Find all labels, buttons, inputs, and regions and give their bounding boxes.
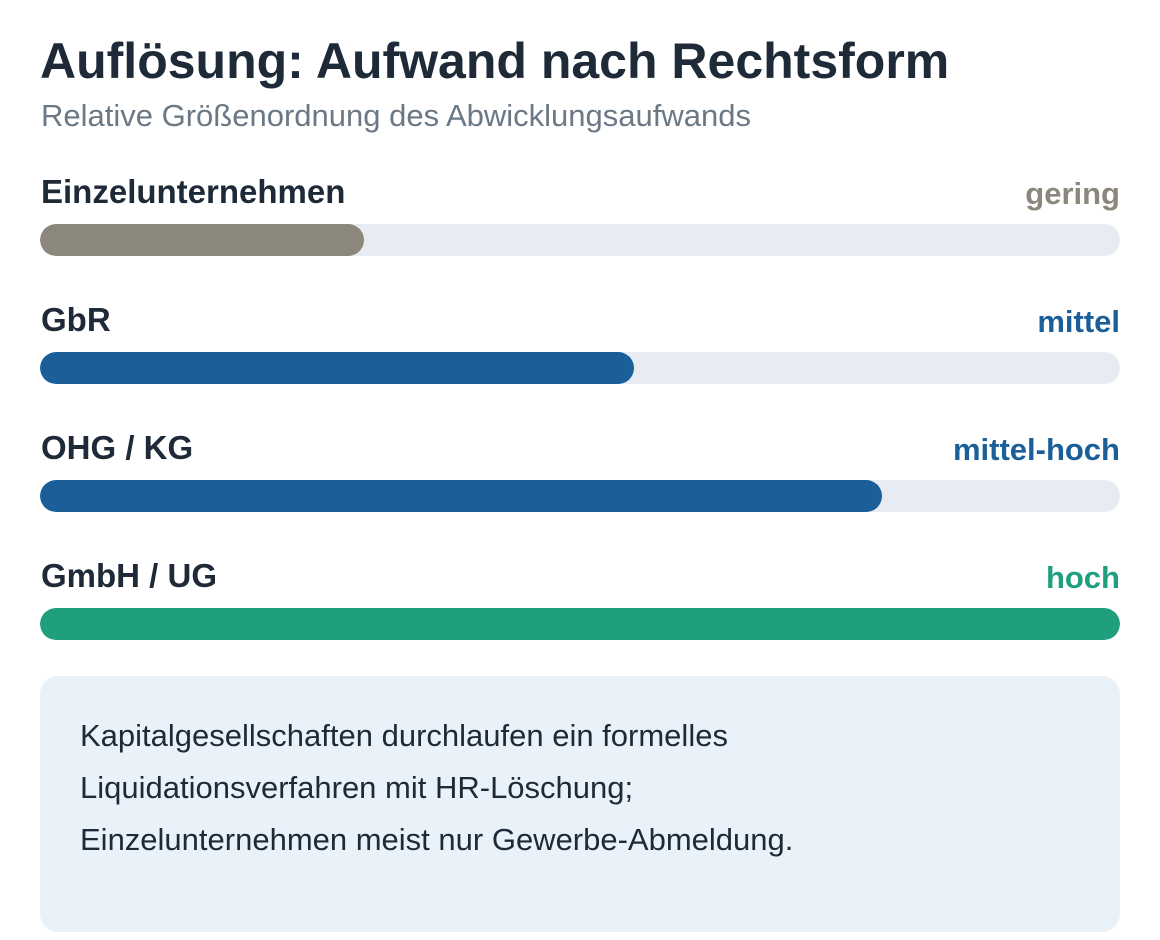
chart-subtitle: Relative Größenordnung des Abwicklungsau… xyxy=(41,98,751,133)
bar-level-label: hoch xyxy=(1045,560,1120,595)
info-note: Kapitalgesellschaften durchlaufen ein fo… xyxy=(40,676,1120,932)
bar-level-label: mittel-hoch xyxy=(952,432,1120,467)
bar-track xyxy=(40,480,1120,512)
bar-category-label: Einzelunternehmen xyxy=(41,173,346,210)
bar-category-label: GbR xyxy=(41,301,111,338)
bar-row: OHG / KG mittel-hoch xyxy=(40,420,1120,548)
bar-rows: Einzelunternehmen gering GbR mittel OHG / KG… xyxy=(40,164,1120,676)
bar-track xyxy=(40,224,1120,256)
bar-category-label: OHG / KG xyxy=(41,429,194,466)
bar-track xyxy=(40,352,1120,384)
bar-fill xyxy=(40,352,634,384)
bar-row: Einzelunternehmen gering xyxy=(40,164,1120,292)
chart-title: Auflösung: Aufwand nach Rechtsform xyxy=(40,33,950,89)
info-note-text: Kapitalgesellschaften durchlaufen ein fo… xyxy=(80,718,794,857)
bar-level-label: gering xyxy=(1025,176,1120,211)
bar-level-label: mittel xyxy=(1037,304,1120,339)
bar-row: GbR mittel xyxy=(40,292,1120,420)
bar-row: GmbH / UG hoch xyxy=(40,548,1120,676)
bar-category-label: GmbH / UG xyxy=(41,557,218,594)
bar-fill xyxy=(40,224,364,256)
bar-fill xyxy=(40,480,883,512)
bar-track xyxy=(40,608,1120,640)
bar-fill xyxy=(40,608,1120,640)
